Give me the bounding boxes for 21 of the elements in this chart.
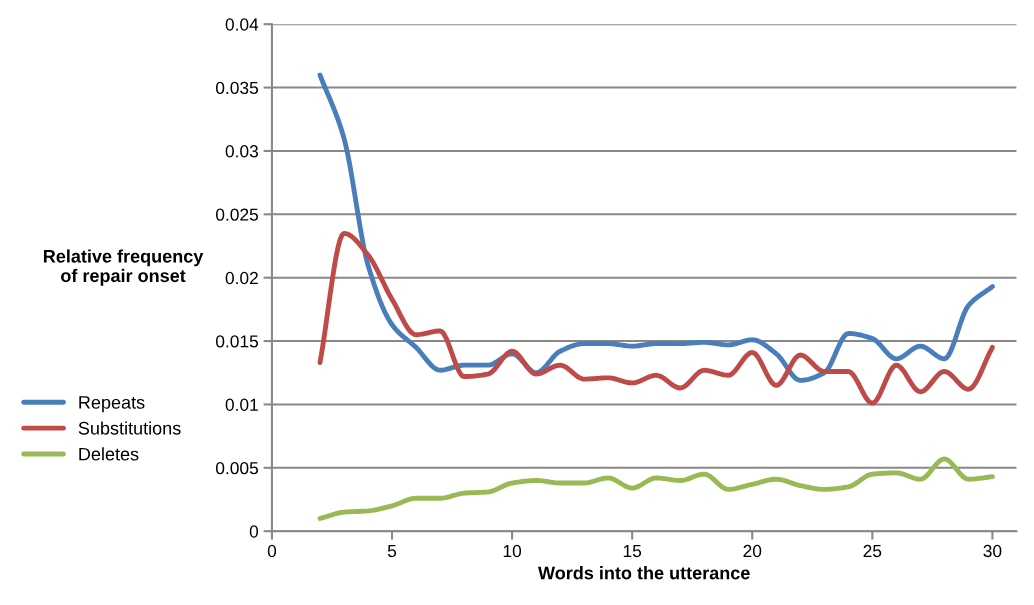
legend-label: Substitutions — [78, 421, 181, 435]
y-tick-label: 0 — [249, 525, 259, 538]
x-tick-label: 15 — [623, 545, 642, 558]
x-tick-label: 30 — [983, 544, 1002, 558]
x-tick-label: 10 — [503, 544, 522, 558]
legend-label: Deletes — [79, 447, 139, 461]
y-tick-label: 0.02 — [225, 271, 258, 285]
y-tick-label: 0.03 — [225, 145, 258, 158]
x-tick-label: 5 — [387, 545, 397, 558]
x-tick-label: 0 — [267, 544, 277, 558]
x-tick-label: 20 — [743, 544, 762, 558]
y-axis-title: Relative frequency of repair onset — [43, 249, 204, 286]
y-tick-label: 0.035 — [215, 81, 259, 95]
y-tick-label: 0.01 — [225, 398, 258, 411]
legend-label: Repeats — [79, 396, 145, 413]
y-tick-label: 0.025 — [215, 208, 259, 221]
y-tick-label: 0.015 — [215, 335, 259, 348]
y-tick-label: 0.04 — [225, 18, 259, 31]
x-axis-title: Words into the utterance — [538, 566, 750, 580]
x-tick-label: 25 — [863, 544, 882, 558]
y-tick-label: 0.005 — [215, 461, 259, 475]
